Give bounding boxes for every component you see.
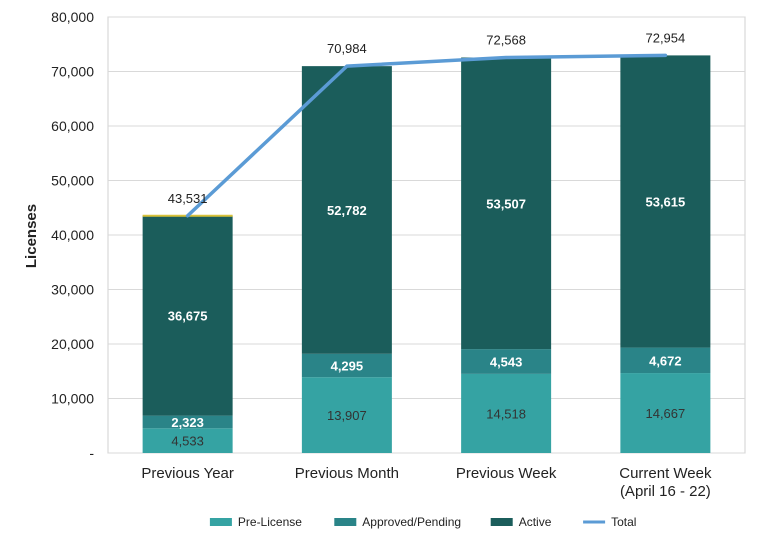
bar-pre-license	[142, 428, 233, 453]
bar-active	[461, 57, 552, 350]
legend-swatch	[209, 518, 232, 526]
data-label-approved-pending: 4,543	[490, 354, 523, 369]
bar-active	[620, 55, 711, 348]
bar-pre-license	[301, 377, 392, 453]
x-tick-label: Previous Week	[456, 465, 557, 482]
y-tick-label: 10,000	[51, 391, 94, 407]
total-data-label: 72,568	[486, 33, 526, 48]
total-line	[185, 53, 668, 218]
y-tick-label: -	[89, 445, 94, 461]
legend-label: Approved/Pending	[362, 515, 461, 529]
y-tick-label: 60,000	[51, 118, 94, 134]
bar-approved-pending	[461, 349, 552, 374]
total-line-layer	[185, 53, 668, 218]
axes: Licenses - 10,000 20,000 30,000 40,000 50,000…	[23, 9, 712, 500]
legend-label: Active	[519, 515, 552, 529]
y-tick-label: 70,000	[51, 64, 94, 80]
bar-approved-pending	[301, 353, 392, 378]
bar-approved-pending	[142, 415, 233, 429]
total-data-label: 72,954	[645, 30, 685, 45]
data-label-approved-pending: 4,295	[331, 359, 364, 374]
data-label-active: 53,615	[645, 195, 685, 210]
data-label-pre-license: 14,667	[645, 406, 685, 421]
data-labels: 4,533 2,323 36,675 13,907 4,295 52,782 14,518 4…	[168, 30, 686, 448]
legend-swatch	[490, 518, 513, 526]
y-tick-label: 80,000	[51, 9, 94, 25]
bar-pre-license	[620, 373, 711, 453]
y-tick-label: 40,000	[51, 227, 94, 243]
data-label-active: 52,782	[327, 203, 367, 218]
x-tick-label: Current Week	[619, 465, 712, 482]
total-data-label: 43,531	[168, 191, 208, 206]
legend: Pre-License Approved/Pending Active Total	[209, 515, 636, 529]
bars	[142, 55, 711, 453]
x-tick-label: (April 16 - 22)	[620, 483, 711, 500]
bar-active	[142, 215, 233, 416]
data-label-pre-license: 4,533	[171, 434, 204, 449]
bar-pre-license	[461, 373, 552, 453]
x-tick-label: Previous Month	[295, 465, 399, 482]
data-label-active: 53,507	[486, 196, 526, 211]
y-axis-title: Licenses	[23, 204, 40, 268]
y-tick-label: 50,000	[51, 173, 94, 189]
data-label-active: 36,675	[168, 309, 208, 324]
data-label-approved-pending: 2,323	[171, 415, 204, 430]
total-data-label: 70,984	[327, 41, 367, 56]
data-label-approved-pending: 4,672	[649, 353, 682, 368]
legend-swatch	[334, 518, 357, 526]
data-label-pre-license: 14,518	[486, 406, 526, 421]
legend-label: Pre-License	[238, 515, 302, 529]
bar-active	[301, 66, 392, 354]
y-tick-label: 30,000	[51, 282, 94, 298]
bar-approved-pending	[620, 347, 711, 374]
legend-label: Total	[611, 515, 636, 529]
data-label-pre-license: 13,907	[327, 408, 367, 423]
y-tick-label: 20,000	[51, 336, 94, 352]
x-tick-label: Previous Year	[141, 465, 234, 482]
